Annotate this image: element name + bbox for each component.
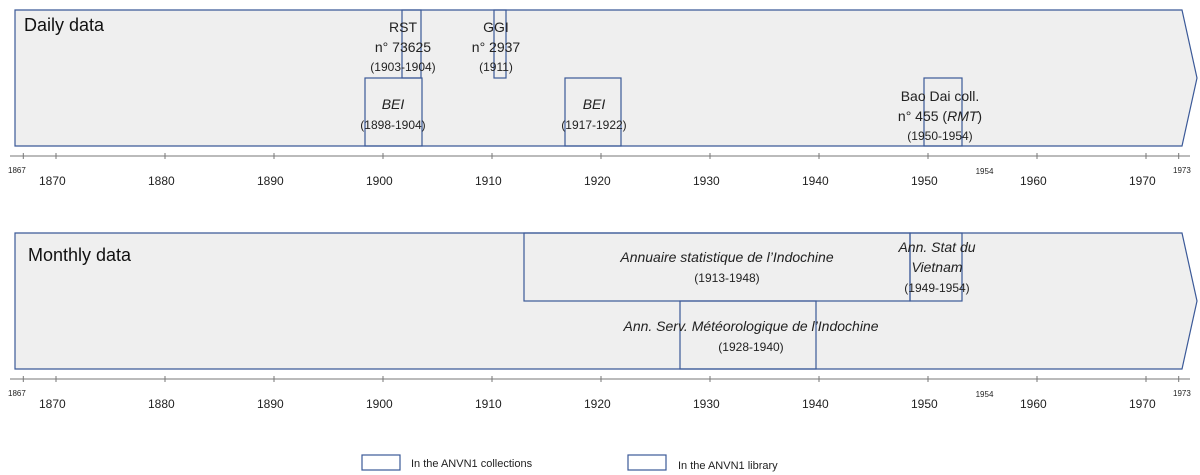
daily-rst-name-line1: RST — [389, 19, 417, 35]
daily-tick-label-1910: 1910 — [475, 174, 502, 188]
monthly-meteo-box — [679, 300, 817, 370]
daily-ggi-name-line2: n° 2937 — [472, 39, 521, 55]
monthly-tick-label-1930: 1930 — [693, 397, 720, 411]
legend-library-label: In the ANVN1 library — [678, 460, 778, 472]
monthly-annuaire-years: (1913-1948) — [694, 271, 759, 285]
daily-tick-label-1950: 1950 — [911, 174, 938, 188]
monthly-tick-label-1890: 1890 — [257, 397, 284, 411]
daily-tick-label-1940: 1940 — [802, 174, 829, 188]
monthly-tick-label-1920: 1920 — [584, 397, 611, 411]
daily-baodai-name-line2: n° 455 (RMT) — [898, 108, 982, 124]
daily-tick-label-1930: 1930 — [693, 174, 720, 188]
legend-library-swatch — [627, 454, 667, 471]
monthly-tick-label-1940: 1940 — [802, 397, 829, 411]
daily-axis-start-label: 1867 — [8, 166, 26, 175]
legend-collections-swatch — [361, 454, 401, 471]
daily-tick-label-1880: 1880 — [148, 174, 175, 188]
monthly-tick-label-1950: 1950 — [911, 397, 938, 411]
daily-bei-1898-name: BEI — [382, 96, 405, 112]
daily-tick-label-1920: 1920 — [584, 174, 611, 188]
monthly-annstat-years: (1949-1954) — [904, 281, 969, 295]
daily-bei-1917-box — [564, 77, 622, 147]
monthly-meteo-name: Ann. Serv. Météorologique de l’Indochine — [622, 318, 878, 334]
daily-tick-label-1970: 1970 — [1129, 174, 1156, 188]
daily-ggi-years: (1911) — [479, 60, 513, 74]
monthly-annstat-name-line1: Ann. Stat du — [897, 239, 975, 255]
monthly-tick-label-1900: 1900 — [366, 397, 393, 411]
monthly-tick-label-1880: 1880 — [148, 397, 175, 411]
daily-ggi-box — [493, 9, 507, 79]
monthly-axis-start-label: 1867 — [8, 389, 26, 398]
monthly-meteo-years: (1928-1940) — [718, 340, 783, 354]
daily-baodai-box — [923, 77, 963, 147]
monthly-title: Monthly data — [28, 245, 132, 265]
monthly-marker-1954: 1954 — [976, 390, 994, 399]
daily-tick-label-1900: 1900 — [366, 174, 393, 188]
monthly-annstat-name-line2: Vietnam — [911, 259, 962, 275]
daily-title: Daily data — [24, 15, 105, 35]
daily-bei-1917-years: (1917-1922) — [561, 118, 626, 132]
monthly-tick-label-1960: 1960 — [1020, 397, 1047, 411]
monthly-annuaire-name: Annuaire statistique de l’Indochine — [619, 249, 833, 265]
daily-baodai-years: (1950-1954) — [907, 129, 972, 143]
daily-rst-name-line2: n° 73625 — [375, 39, 431, 55]
legend-collections-label: In the ANVN1 collections — [411, 458, 533, 470]
monthly-tick-label-1870: 1870 — [39, 397, 66, 411]
daily-bei-1898-years: (1898-1904) — [360, 118, 425, 132]
monthly-axis-end-label: 1973 — [1173, 389, 1191, 398]
daily-ggi-name-line1: GGI — [483, 19, 509, 35]
daily-bei-1917-name: BEI — [583, 96, 606, 112]
daily-axis-ticks: 1870 1880 1890 1900 1910 1920 1930 1940 1950 1960… — [22, 153, 1180, 188]
monthly-tick-label-1910: 1910 — [475, 397, 502, 411]
daily-rst-years: (1903-1904) — [370, 60, 435, 74]
daily-baodai-name-line1: Bao Dai coll. — [901, 88, 980, 104]
monthly-annstat-box — [909, 232, 963, 302]
monthly-axis-ticks: 1870 1880 1890 1900 1910 1920 1930 1940 1950 1960… — [22, 376, 1180, 411]
daily-axis-end-label: 1973 — [1173, 166, 1191, 175]
daily-tick-label-1870: 1870 — [39, 174, 66, 188]
daily-bei-1898-box — [364, 77, 423, 147]
monthly-tick-label-1970: 1970 — [1129, 397, 1156, 411]
daily-tick-label-1960: 1960 — [1020, 174, 1047, 188]
daily-rst-box — [401, 9, 422, 79]
daily-tick-label-1890: 1890 — [257, 174, 284, 188]
daily-marker-1954: 1954 — [976, 167, 994, 176]
